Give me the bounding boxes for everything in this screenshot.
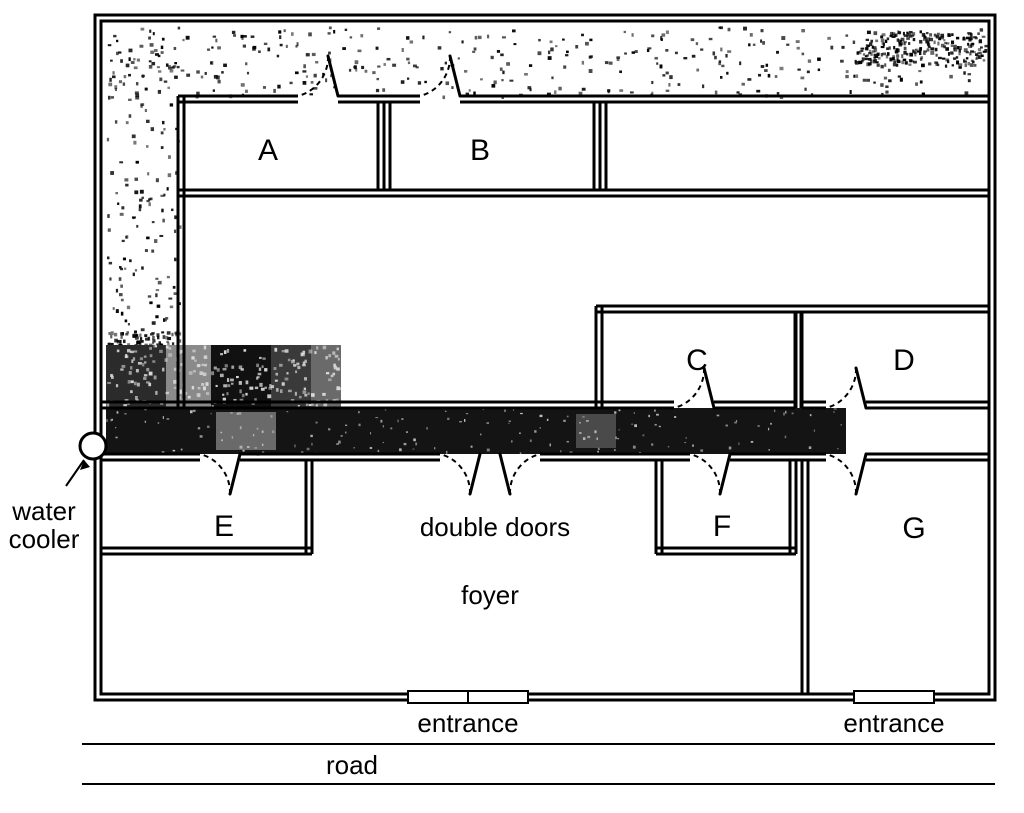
room-label-a: A xyxy=(258,134,278,167)
svg-text:entrance: entrance xyxy=(417,708,518,738)
room-label-b: B xyxy=(470,134,490,167)
floor-plan-svg: A B C D E F Gdouble doors foyer entrance entrance… xyxy=(0,0,1024,813)
svg-text:foyer: foyer xyxy=(461,580,519,610)
svg-text:road: road xyxy=(326,750,378,780)
room-label-f: F xyxy=(713,510,731,543)
room-label-g: G xyxy=(902,512,925,545)
svg-text:cooler: cooler xyxy=(9,524,80,554)
room-label-e: E xyxy=(214,510,234,543)
svg-text:water: water xyxy=(11,496,76,526)
svg-text:entrance: entrance xyxy=(843,708,944,738)
svg-text:double doors: double doors xyxy=(420,512,570,542)
floor-plan-diagram: A B C D E F Gdouble doors foyer entrance entrance… xyxy=(0,0,1024,813)
room-label-c: C xyxy=(686,344,708,377)
room-label-d: D xyxy=(893,344,915,377)
